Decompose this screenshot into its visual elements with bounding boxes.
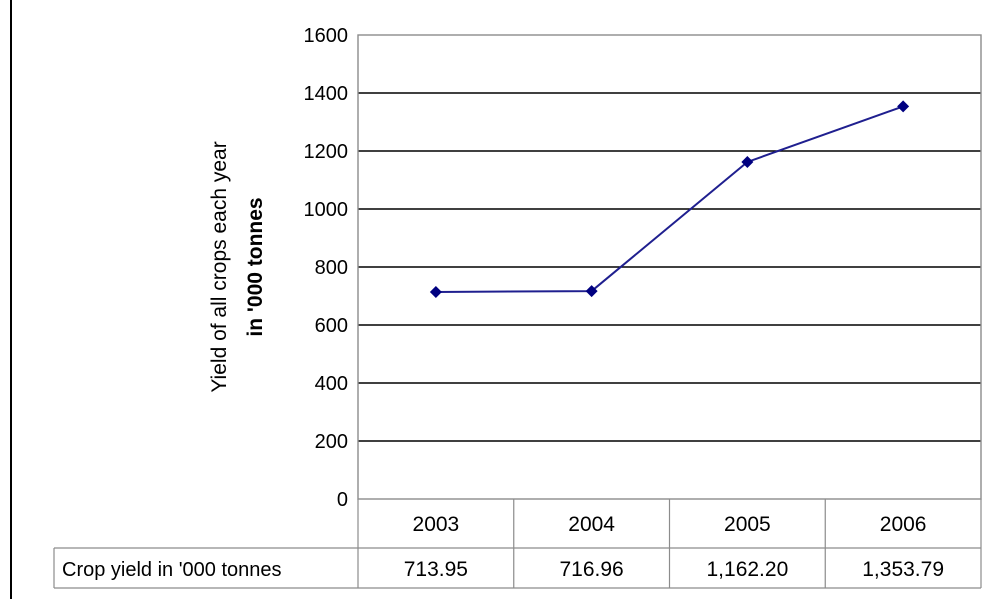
table-row-header: Crop yield in '000 tonnes: [62, 559, 282, 581]
data-point-2006: [897, 100, 910, 113]
y-tick-label-800: 800: [315, 257, 348, 279]
data-point-2005: [741, 155, 754, 168]
y-tick-label-600: 600: [315, 315, 348, 337]
x-tick-label-2005: 2005: [724, 513, 771, 536]
y-tick-label-1200: 1200: [304, 141, 349, 163]
table-cell-value-2004: 716.96: [560, 558, 624, 581]
y-tick-label-1000: 1000: [304, 199, 349, 221]
y-tick-label-1400: 1400: [304, 83, 349, 105]
x-tick-label-2006: 2006: [880, 513, 927, 536]
x-tick-label-2004: 2004: [568, 513, 615, 536]
y-tick-label-400: 400: [315, 373, 348, 395]
y-axis-title-line-2: in '000 tonnes: [244, 197, 267, 336]
y-axis-title: Yield of all crops each year in '000 ton…: [208, 141, 267, 392]
x-tick-label-2003: 2003: [413, 513, 460, 536]
gridlines: [358, 92, 981, 442]
y-axis-title-line-1: Yield of all crops each year: [208, 141, 231, 392]
data-point-2003: [429, 285, 442, 298]
y-tick-label-1600: 1600: [304, 25, 349, 47]
table-cell-value-2003: 713.95: [404, 558, 468, 581]
y-tick-labels: 0 200 400 600 800 1000 1200 1400 1600: [304, 25, 349, 511]
table-cell-value-2006: 1,353.79: [862, 558, 944, 581]
y-tick-label-200: 200: [315, 431, 348, 453]
series-line-path: [435, 105, 904, 293]
page-edge-bar: [10, 0, 12, 599]
data-table: 2003 2004 2005 2006 Crop yield in '000 tonne…: [53, 499, 982, 589]
y-tick-label-0: 0: [337, 489, 348, 511]
data-point-2004: [585, 285, 598, 298]
series-line: [429, 100, 910, 298]
table-cell-value-2005: 1,162.20: [707, 558, 789, 581]
